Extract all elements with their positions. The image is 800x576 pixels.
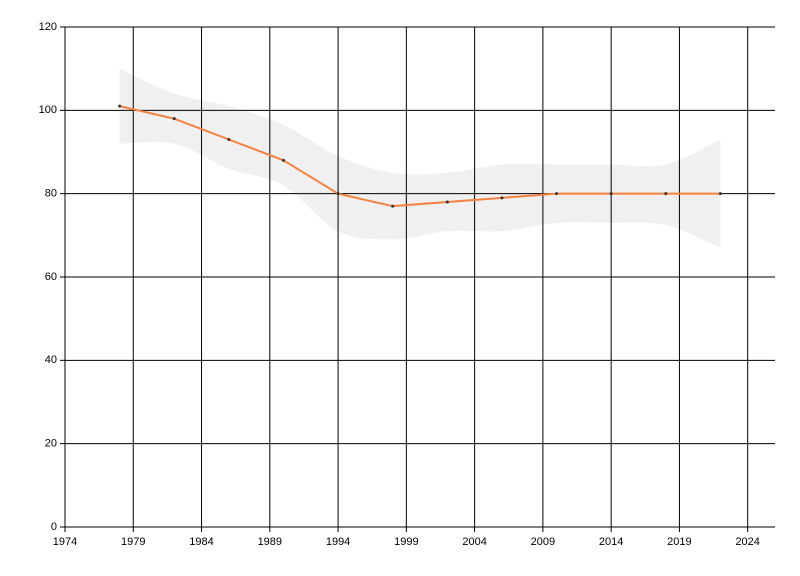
x-tick-label: 2009 <box>531 536 555 548</box>
x-tick-label: 1979 <box>121 536 145 548</box>
x-tick-label: 1984 <box>189 536 213 548</box>
x-tick-label: 2019 <box>667 536 691 548</box>
y-tick-label: 60 <box>45 271 57 283</box>
data-point <box>445 200 449 204</box>
y-tick-label: 0 <box>51 521 57 533</box>
data-point <box>118 104 122 108</box>
x-tick-label: 1974 <box>53 536 77 548</box>
data-point <box>281 158 285 162</box>
data-point <box>500 196 504 200</box>
x-tick-label: 2024 <box>735 536 759 548</box>
x-tick-label: 1989 <box>258 536 282 548</box>
data-point <box>555 192 559 196</box>
data-point <box>172 117 176 121</box>
x-tick-label: 1994 <box>326 536 350 548</box>
y-tick-label: 100 <box>39 104 57 116</box>
data-point <box>664 192 668 196</box>
y-tick-label: 20 <box>45 438 57 450</box>
x-tick-label: 1999 <box>394 536 418 548</box>
x-tick-label: 2014 <box>599 536 623 548</box>
data-point <box>227 138 231 141</box>
y-tick-label: 120 <box>39 21 57 33</box>
data-point <box>391 204 395 208</box>
data-point <box>336 192 340 196</box>
x-tick-label: 2004 <box>462 536 486 548</box>
data-point <box>718 192 722 196</box>
series-line <box>119 105 721 208</box>
confidence-band <box>119 68 721 248</box>
y-tick-label: 80 <box>45 188 57 200</box>
data-point <box>609 192 613 196</box>
y-tick-label: 40 <box>45 354 57 366</box>
